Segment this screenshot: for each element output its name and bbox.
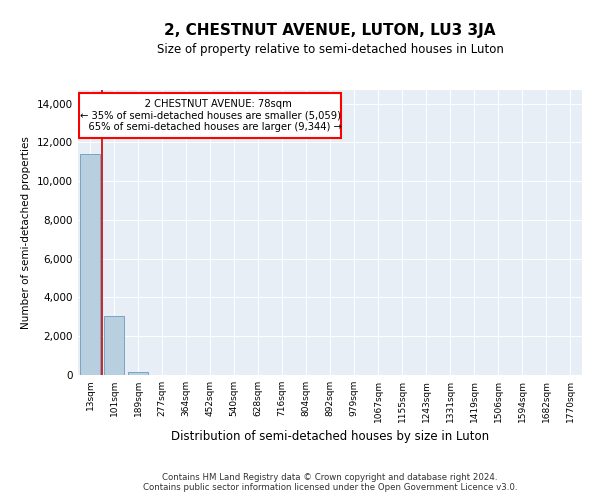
Bar (79, 93, 341, 138)
Bar (80, 154, 100, 375)
Text: 2 CHESTNUT AVENUE: 78sqm
← 35% of semi-detached houses are smaller (5,059)
   65: 2 CHESTNUT AVENUE: 78sqm ← 35% of semi-d… (79, 99, 341, 132)
X-axis label: Distribution of semi-detached houses by size in Luton: Distribution of semi-detached houses by … (171, 430, 489, 444)
Text: Contains HM Land Registry data © Crown copyright and database right 2024.: Contains HM Land Registry data © Crown c… (162, 474, 498, 482)
Y-axis label: Number of semi-detached properties: Number of semi-detached properties (22, 136, 31, 329)
Bar (128, 372, 148, 375)
Text: Contains public sector information licensed under the Open Government Licence v3: Contains public sector information licen… (143, 484, 517, 492)
Bar (104, 316, 124, 375)
Text: Size of property relative to semi-detached houses in Luton: Size of property relative to semi-detach… (157, 42, 503, 56)
Text: 2, CHESTNUT AVENUE, LUTON, LU3 3JA: 2, CHESTNUT AVENUE, LUTON, LU3 3JA (164, 22, 496, 38)
